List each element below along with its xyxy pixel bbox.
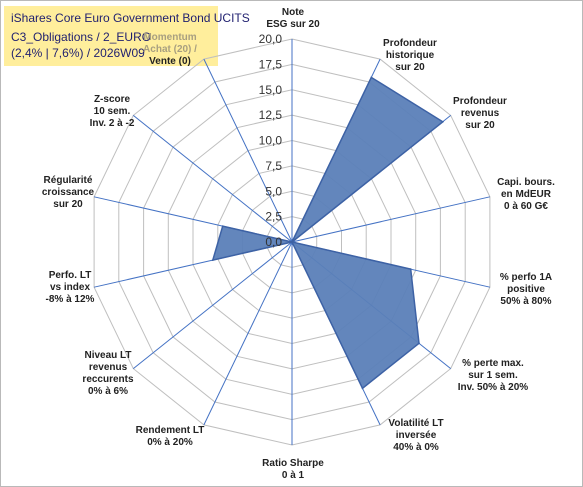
data-point-2 — [442, 121, 444, 123]
title-line-3: (2,4% | 7,6%) / 2026W09 — [11, 46, 145, 60]
r-tick-label-2: 5,0 — [265, 184, 282, 198]
axis-label-1: Profondeur historique sur 20 — [383, 38, 437, 73]
spoke-9 — [132, 241, 293, 369]
r-tick-label-3: 7,5 — [265, 159, 282, 173]
title-line-1: iShares Core Euro Government Bond UCITS — [11, 11, 250, 25]
r-tick-label-8: 20,0 — [259, 32, 283, 46]
axis-label-2: Profondeur revenus sur 20 — [453, 96, 507, 131]
r-tick-label-0: 0,0 — [265, 235, 282, 249]
axis-label-9: Niveau LT revenus reccurents 0% à 6% — [82, 350, 134, 397]
spoke-12 — [132, 115, 293, 243]
spoke-3 — [291, 196, 491, 243]
r-tick-label-6: 15,0 — [259, 83, 283, 97]
axis-label-8: Rendement LT 0% à 20% — [136, 425, 205, 448]
data-point-11 — [221, 225, 224, 227]
axis-label-4: % perfo 1A positive 50% à 80% — [500, 272, 552, 307]
data-point-1 — [370, 76, 373, 79]
data-point-10 — [212, 259, 214, 261]
title-box: iShares Core Euro Government Bond UCITS … — [4, 6, 250, 66]
axis-label-10: Perfo. LT vs index -8% à 12% — [46, 270, 95, 305]
data-point-6 — [361, 387, 364, 390]
axis-label-7: Ratio Sharpe 0 à 1 — [262, 458, 324, 481]
r-tick-label-4: 10,0 — [259, 134, 283, 148]
axis-label-6: Volatilité LT inversée 40% à 0% — [388, 418, 443, 453]
axis-label-11: Régularité croissance sur 20 — [42, 175, 95, 210]
r-tick-label-5: 12,5 — [259, 108, 283, 122]
axis-label-3: Capi. bours. en MdEUR 0 à 60 G€ — [497, 177, 555, 212]
axis-label-0: Note ESG sur 20 — [266, 7, 320, 30]
data-point-4 — [409, 268, 412, 270]
axis-label-5: % perte max. sur 1 sem. Inv. 50% à 20% — [458, 358, 529, 393]
spoke-13 — [203, 58, 293, 243]
axis-label-13: Momentum Achat (20) / Vente (0) — [143, 32, 197, 67]
spoke-8 — [203, 241, 293, 426]
data-point-5 — [418, 342, 420, 345]
title-line-2: C3_Obligations / 2_EURO — [11, 30, 152, 44]
data-series-area — [211, 76, 445, 390]
data-point-13 — [291, 241, 293, 243]
axis-label-12: Z-score 10 sem. Inv. 2 à -2 — [90, 94, 135, 129]
r-tick-label-1: 2,5 — [265, 210, 282, 224]
r-tick-label-7: 17,5 — [259, 57, 283, 71]
